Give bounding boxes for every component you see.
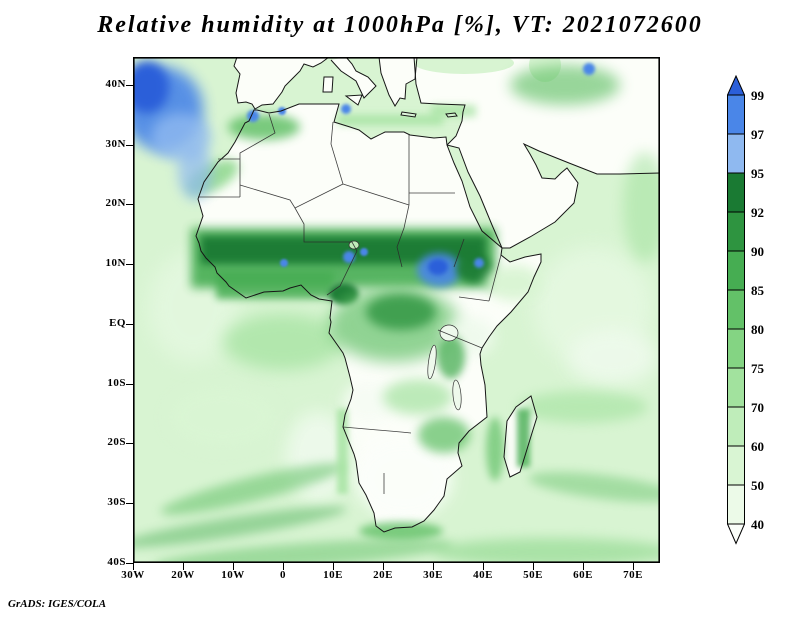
- colorbar-label-50: 50: [751, 478, 764, 493]
- lon-tick: [233, 563, 234, 570]
- colorbar-segment: [727, 406, 745, 447]
- colorbar-label-80: 80: [751, 322, 764, 337]
- lon-label-20e: 20E: [373, 569, 393, 581]
- lat-label-40n: 40N: [105, 78, 126, 90]
- asia-coastline: [413, 57, 660, 249]
- map-border: [133, 57, 660, 563]
- lon-tick: [433, 563, 434, 570]
- africa-coastline: [195, 103, 542, 533]
- madagascar-coastline: [503, 395, 538, 478]
- lon-tick: [333, 563, 334, 570]
- colorbar-label-70: 70: [751, 400, 764, 415]
- lat-label-30s: 30S: [107, 496, 126, 509]
- colorbar-segment: [727, 94, 745, 135]
- black-sea: [414, 57, 514, 74]
- colorbar-segment: [727, 367, 745, 408]
- lon-label-0: 0: [280, 569, 286, 581]
- colorbar-segment: [727, 445, 745, 486]
- lat-label-30n: 30N: [105, 137, 126, 150]
- lon-label-20w: 20W: [171, 569, 195, 581]
- plot-title: Relative humidity at 1000hPa [%], VT: 20…: [97, 12, 703, 38]
- humidity-map: [133, 57, 660, 563]
- lon-label-30e: 30E: [423, 569, 443, 581]
- colorbar-segment: [727, 250, 745, 291]
- colorbar-label-90: 90: [751, 244, 764, 259]
- lat-tick: [126, 443, 133, 444]
- colorbar-label-40: 40: [751, 517, 764, 532]
- lake-tanganyika: [427, 344, 437, 380]
- lon-label-10e: 10E: [323, 569, 343, 581]
- colorbar-segment: [727, 172, 745, 213]
- lat-tick: [126, 204, 133, 205]
- lat-tick: [126, 563, 133, 564]
- colorbar-label-95: 95: [751, 166, 764, 181]
- lon-label-40e: 40E: [473, 569, 493, 581]
- lat-tick: [126, 85, 133, 86]
- lat-label-40s: 40S: [107, 555, 126, 568]
- lat-tick: [126, 324, 133, 325]
- sardinia-island: [323, 77, 333, 92]
- lat-label-10n: 10N: [105, 257, 126, 270]
- map-area: [133, 57, 660, 563]
- colorbar-label-99: 99: [751, 88, 764, 103]
- asia-landmass: [414, 57, 660, 248]
- lon-tick: [133, 563, 134, 570]
- attribution: GrADS: IGES/COLA: [8, 598, 107, 610]
- lakes: [348, 240, 462, 411]
- colorbar-label-92: 92: [751, 205, 764, 220]
- lon-tick: [383, 563, 384, 570]
- lat-label-20s: 20S: [107, 436, 126, 449]
- colorbar-segment: [727, 133, 745, 174]
- lon-tick: [183, 563, 184, 570]
- lon-label-10w: 10W: [221, 569, 245, 581]
- lon-label-60e: 60E: [573, 569, 593, 581]
- colorbar-segment: [727, 328, 745, 369]
- lon-label-30w: 30W: [121, 569, 145, 581]
- colorbar-segment: [727, 484, 745, 525]
- lake-victoria: [439, 324, 459, 342]
- colorbar-label-85: 85: [751, 283, 764, 298]
- lon-tick: [483, 563, 484, 570]
- country-borders: [198, 113, 502, 494]
- coastlines: [195, 57, 660, 533]
- lon-label-70e: 70E: [623, 569, 643, 581]
- lat-tick: [126, 264, 133, 265]
- italy-landmass: [331, 57, 376, 98]
- lon-tick: [533, 563, 534, 570]
- humidity-shading: [133, 61, 660, 563]
- lat-tick: [126, 384, 133, 385]
- lon-label-50e: 50E: [523, 569, 543, 581]
- lon-tick: [633, 563, 634, 570]
- colorbar-label-75: 75: [751, 361, 764, 376]
- europe-coastlines: [233, 57, 458, 118]
- iberia-landmass: [234, 57, 329, 109]
- lat-label-10s: 10S: [107, 376, 126, 389]
- colorbar-segment: [727, 211, 745, 252]
- lat-label-20n: 20N: [105, 197, 126, 210]
- colorbar-arrow-bottom: [727, 523, 745, 545]
- sicily-island: [346, 95, 362, 105]
- lat-label-eq: EQ: [109, 316, 126, 329]
- colorbar-label-60: 60: [751, 439, 764, 454]
- lon-tick: [283, 563, 284, 570]
- lake-malawi: [452, 379, 462, 411]
- lon-tick: [583, 563, 584, 570]
- balkans-landmass: [379, 57, 417, 106]
- colorbar-segment: [727, 289, 745, 330]
- colorbar-arrow-top: [727, 75, 745, 96]
- colorbar: [727, 75, 745, 545]
- colorbar-label-97: 97: [751, 127, 764, 142]
- lat-tick: [126, 503, 133, 504]
- lat-tick: [126, 145, 133, 146]
